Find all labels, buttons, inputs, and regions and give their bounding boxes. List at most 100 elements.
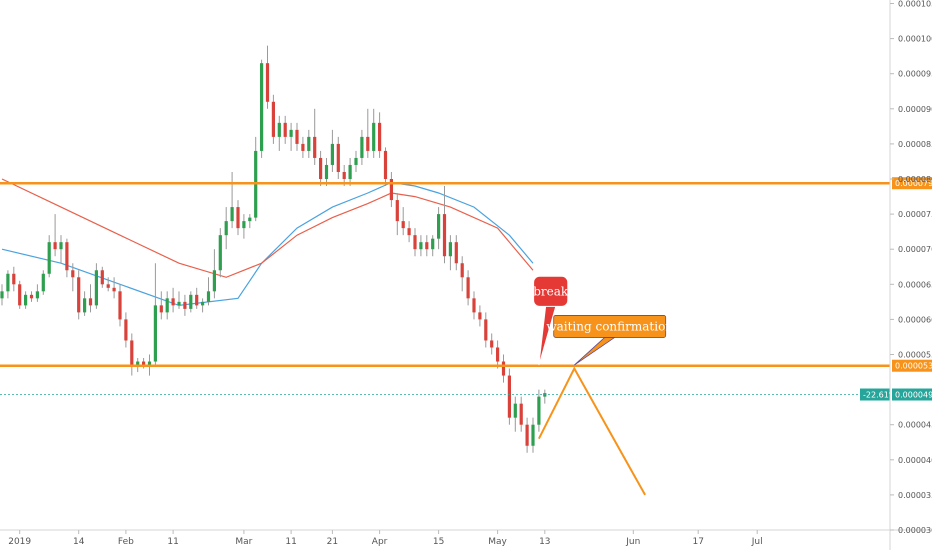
candle-body (218, 235, 222, 271)
candle-body (307, 136, 311, 151)
x-tick-label: Feb (118, 537, 134, 547)
candle-body (454, 242, 458, 264)
candle-body (265, 63, 270, 102)
candle-body (242, 221, 246, 229)
candle-body (437, 214, 441, 239)
candle-body (59, 242, 63, 250)
candle-body (29, 294, 34, 299)
level-price-label: 0.0000794 (895, 179, 932, 188)
candle-body (389, 179, 393, 201)
candle-body (289, 129, 293, 137)
candle-body (171, 298, 175, 306)
x-tick-label: 14 (73, 537, 85, 547)
candle-body (130, 340, 134, 366)
candle-body (383, 150, 388, 180)
candle-body (531, 424, 535, 446)
candle-body (6, 273, 10, 292)
candles (0, 45, 547, 453)
candle-body (478, 312, 482, 320)
y-tick-label: 0.0000950 (898, 70, 932, 79)
candle-body (425, 242, 429, 250)
x-tick-label: 17 (692, 537, 703, 547)
level-price-tag (892, 359, 932, 372)
level-price-tag (892, 177, 932, 190)
candle-body (313, 136, 317, 158)
candle-body (100, 270, 104, 285)
candle-body (336, 143, 340, 172)
x-tick-label: Mar (235, 537, 252, 547)
candle-body (519, 403, 523, 425)
candle-body (466, 277, 470, 299)
candle-body (319, 157, 323, 180)
annotation-text: waiting confirmation (546, 319, 673, 333)
x-tick-label: 2019 (8, 537, 31, 547)
annotation-pointer (574, 337, 616, 366)
candle-body (159, 305, 163, 313)
candle-body (12, 273, 16, 285)
moving-average-line (1, 178, 534, 278)
candle-body (177, 301, 181, 306)
candle-body (401, 221, 405, 229)
candle-body (136, 361, 140, 366)
candle-body (277, 122, 281, 137)
candle-body (35, 291, 39, 299)
y-tick-label: 0.0001000 (898, 35, 932, 44)
candle-body (472, 298, 476, 313)
y-tick-label: 0.0000650 (898, 280, 932, 289)
x-tick-label: Jun (625, 537, 640, 547)
candle-body (301, 143, 305, 151)
candle-body (348, 164, 352, 180)
candle-body (431, 238, 435, 250)
y-tick-label: 0.0000300 (898, 526, 932, 535)
candle-body (189, 294, 193, 309)
candle-body (354, 157, 358, 165)
candle-body (442, 214, 447, 257)
annotation-box (533, 275, 569, 307)
candle-body (88, 298, 93, 306)
y-tick-label: 0.0000800 (898, 175, 932, 184)
candle-body (395, 200, 399, 222)
candle-body (65, 242, 69, 271)
candle-body (330, 143, 334, 165)
candle-body (484, 319, 488, 341)
annotations: break waiting confirmation (533, 275, 673, 496)
y-tick-label: 0.0000600 (898, 315, 932, 324)
y-tick-label: 0.0000850 (898, 140, 932, 149)
level-price-label: 0.0000534 (895, 362, 932, 371)
candle-body (460, 263, 464, 278)
candle-body (230, 207, 234, 222)
candle-body (413, 235, 417, 250)
candle-body (47, 242, 51, 274)
candle-body (513, 403, 517, 418)
candle-body (142, 361, 146, 366)
candle-body (448, 242, 452, 257)
annotation-text: break (533, 284, 569, 298)
candle-body (112, 287, 116, 292)
current-price-label: 0.0000493 (895, 391, 932, 400)
x-tick-label: 11 (167, 537, 178, 547)
candle-body (77, 277, 81, 313)
candle-body (224, 221, 228, 236)
candle-body (24, 294, 28, 306)
y-tick-label: 0.0000750 (898, 210, 932, 219)
candle-body (271, 101, 275, 137)
candle-body (248, 217, 252, 222)
y-tick-label: 0.0001050 (898, 0, 932, 9)
x-tick-label: May (488, 537, 507, 547)
candle-body (153, 305, 157, 362)
x-tick-label: 21 (327, 537, 338, 547)
candle-body (201, 301, 205, 306)
candle-body (419, 242, 423, 250)
candle-body (195, 294, 199, 306)
horizontal-levels: 0.0000794 0.0000534 -22.61%0.0000493 (0, 177, 932, 401)
candle-body (283, 122, 287, 137)
y-tick-label: 0.0000350 (898, 491, 932, 500)
candle-body (165, 298, 169, 313)
x-tick-label: 11 (285, 537, 296, 547)
candle-body (118, 291, 122, 320)
y-tick-label: 0.0000900 (898, 105, 932, 114)
candle-body (94, 270, 98, 306)
candle-body (183, 301, 187, 309)
candle-body (295, 129, 299, 144)
candle-body (260, 63, 264, 151)
